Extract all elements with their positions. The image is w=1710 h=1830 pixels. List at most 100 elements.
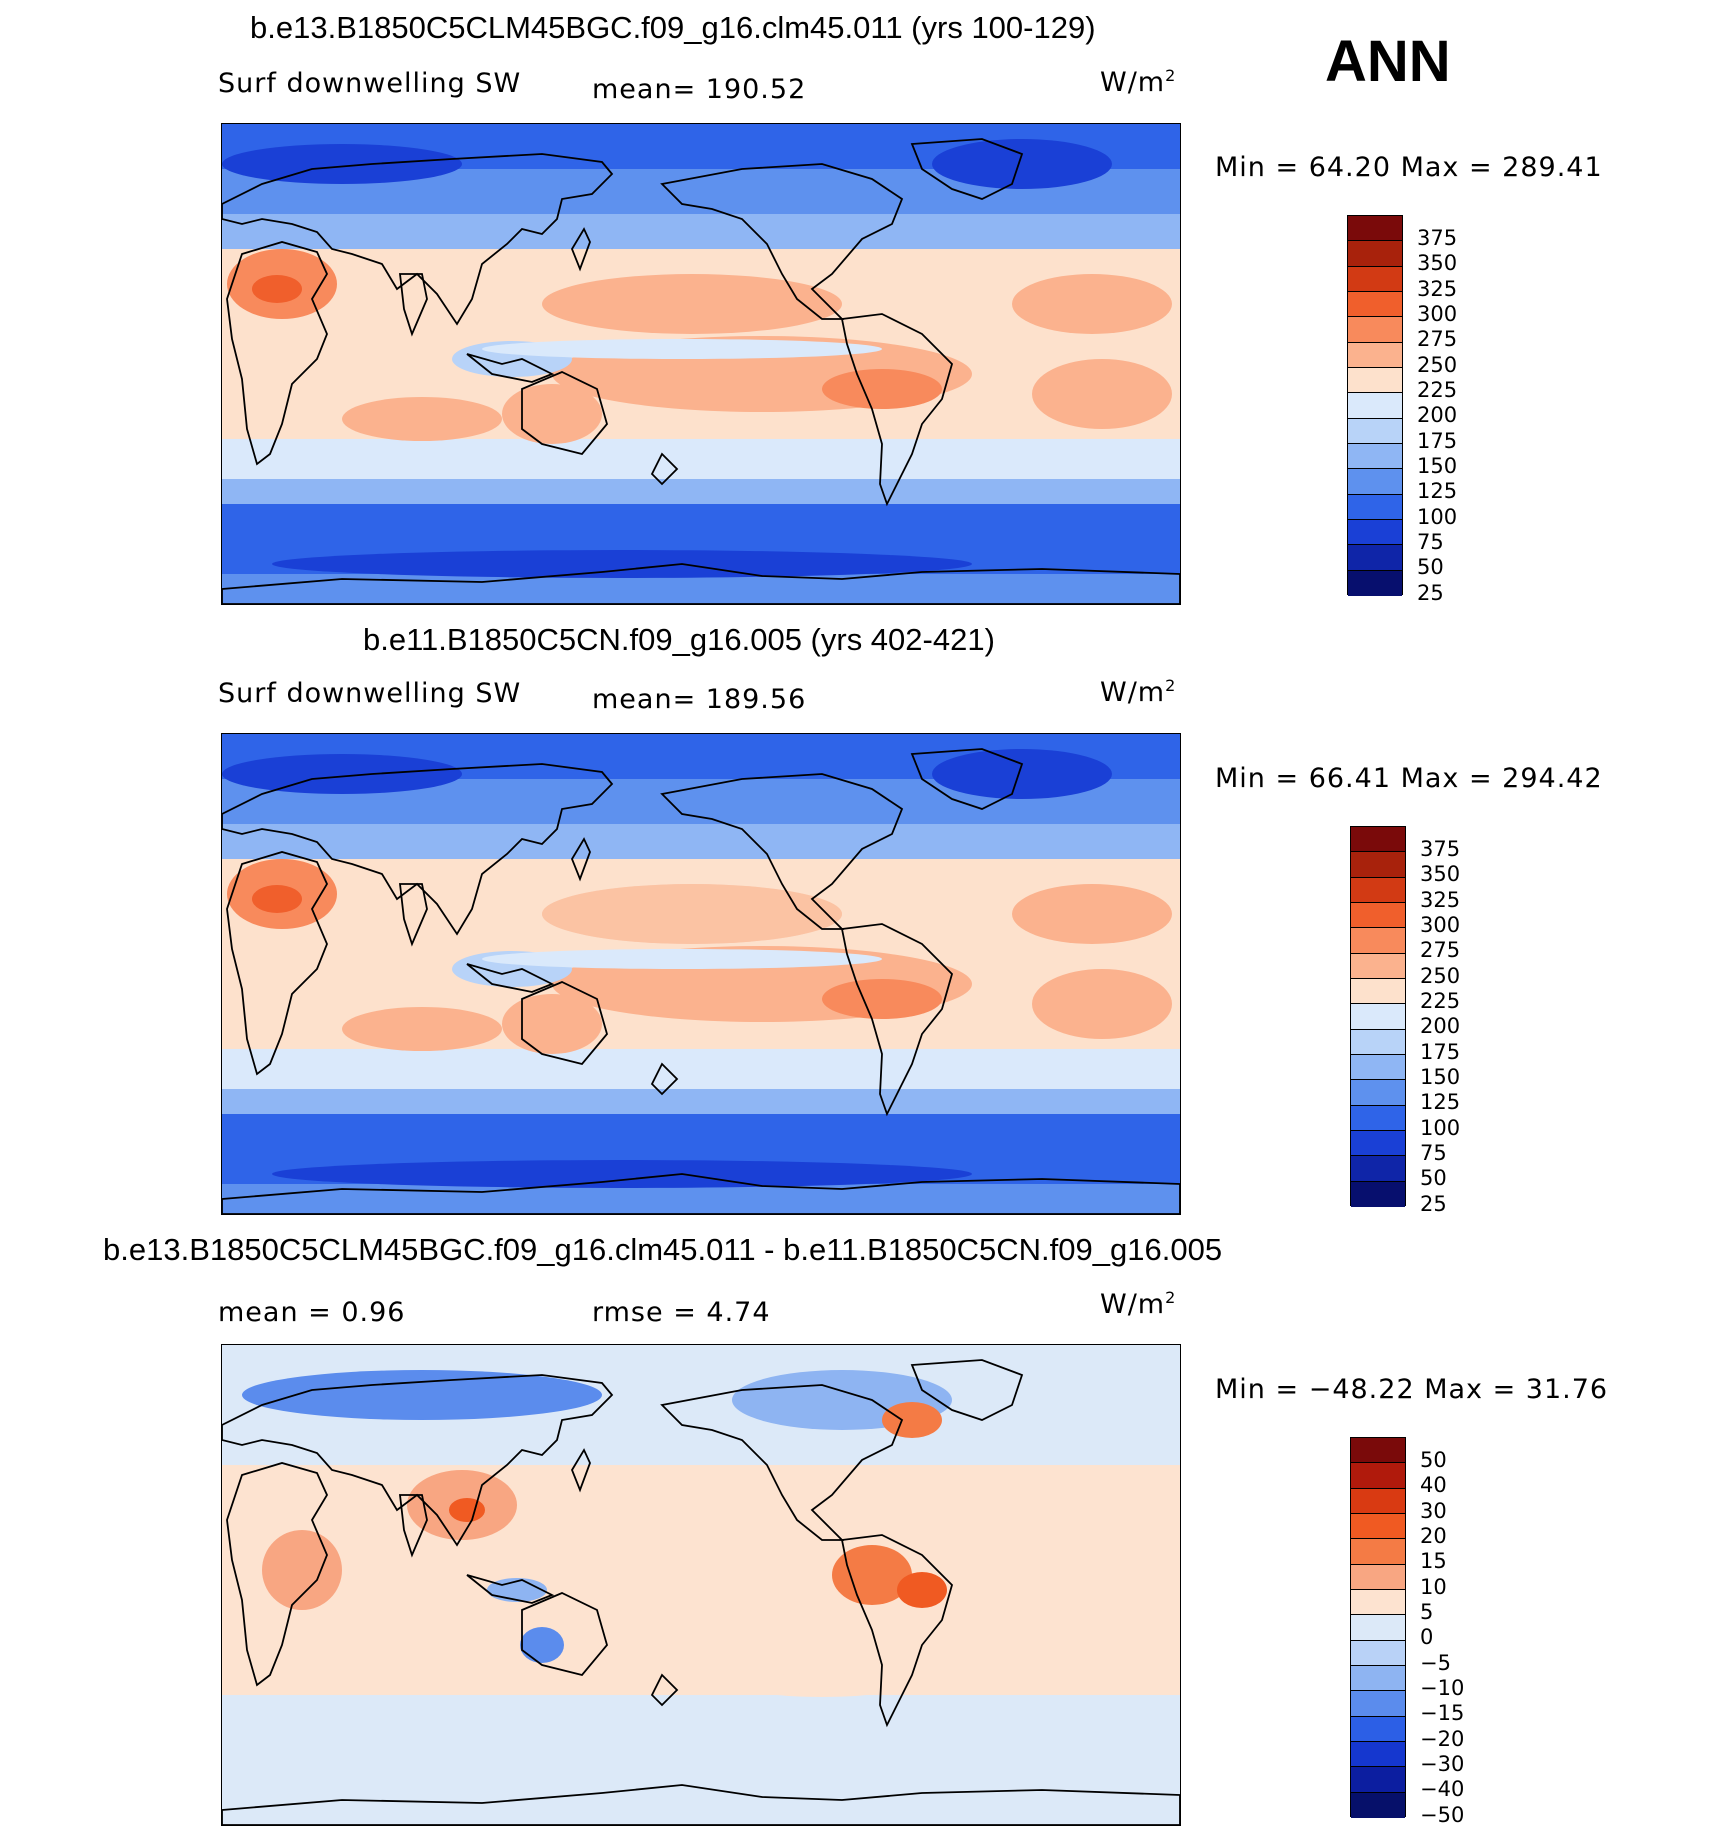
colorbar-tick-label: 250 xyxy=(1420,963,1461,988)
colorbar-swatch xyxy=(1348,418,1402,444)
colorbar-swatch xyxy=(1351,1640,1405,1666)
indian-ocean-high xyxy=(342,397,502,441)
colorbar-tick-label: 350 xyxy=(1420,862,1461,887)
colorbar-tick-label: 100 xyxy=(1417,504,1458,529)
colorbar-tick-label: 275 xyxy=(1417,327,1458,352)
colorbar-swatch xyxy=(1351,827,1405,853)
colorbar-swatch xyxy=(1351,1054,1405,1081)
africa-positive xyxy=(262,1530,342,1610)
coastline xyxy=(570,837,591,882)
colorbar-swatch xyxy=(1351,1156,1405,1182)
colorbar-tick-label: 225 xyxy=(1420,989,1461,1014)
colorbar-swatch xyxy=(1351,1463,1405,1489)
colorbar-swatch xyxy=(1351,1105,1405,1131)
colorbar-tick-label: 200 xyxy=(1417,403,1458,428)
colorbar-tick-label: 10 xyxy=(1420,1574,1447,1599)
colorbar-swatch xyxy=(1351,1589,1405,1616)
panel2-minmax: Min = 66.41 Max = 294.42 xyxy=(1215,763,1603,794)
colorbar-swatch xyxy=(1351,1513,1405,1540)
south-atlantic-high xyxy=(1032,969,1172,1039)
panel2-mean: mean= 189.56 xyxy=(592,684,807,715)
panel2-title: b.e11.B1850C5CN.f09_g16.005 (yrs 402-421… xyxy=(363,622,995,657)
south-pacific-positive xyxy=(742,1673,902,1697)
coastline xyxy=(840,1534,954,1728)
panel3-rmse: rmse = 4.74 xyxy=(592,1297,771,1328)
colorbar-tick-label: −5 xyxy=(1420,1650,1451,1675)
coastline xyxy=(226,241,329,466)
colorbar-swatch xyxy=(1351,1488,1405,1514)
colorbar-tick-label: −20 xyxy=(1420,1726,1465,1751)
season-label: ANN xyxy=(1325,29,1451,94)
panel3-mean: mean = 0.96 xyxy=(218,1297,406,1328)
colorbar-tick-label: 275 xyxy=(1420,938,1461,963)
coastline xyxy=(398,273,428,337)
coastline xyxy=(398,883,428,947)
colorbar-swatch xyxy=(1351,1665,1405,1692)
colorbar-swatch xyxy=(1348,494,1402,520)
colorbar-swatch xyxy=(1351,1004,1405,1030)
panel3-minmax: Min = −48.22 Max = 31.76 xyxy=(1215,1374,1609,1405)
coastline xyxy=(660,1384,904,1541)
panel2-map-field xyxy=(222,734,1180,1214)
colorbar-swatch xyxy=(1351,1716,1405,1742)
hudson-positive xyxy=(882,1402,942,1438)
colorbar-swatch xyxy=(1348,216,1402,242)
colorbar-tick-label: 175 xyxy=(1420,1039,1461,1064)
band-south-subtropics xyxy=(222,439,1180,479)
itcz xyxy=(482,949,882,969)
south-pacific-core xyxy=(822,369,942,409)
colorbar-tick-label: 30 xyxy=(1420,1498,1447,1523)
colorbar-swatch xyxy=(1351,1029,1405,1055)
colorbar-tick-label: 0 xyxy=(1420,1625,1434,1650)
colorbar-swatch xyxy=(1348,545,1402,571)
colorbar-swatch xyxy=(1351,852,1405,878)
colorbar-swatch xyxy=(1351,1792,1405,1818)
coastline xyxy=(521,981,608,1066)
colorbar-tick-label: 125 xyxy=(1417,479,1458,504)
arctic-atlantic-low xyxy=(932,139,1112,189)
coastline xyxy=(226,851,329,1076)
panel3-units: W/m2 xyxy=(1100,1288,1177,1320)
siberia-low xyxy=(222,754,462,794)
colorbar-tick-label: 175 xyxy=(1417,428,1458,453)
colorbar-swatch xyxy=(1348,393,1402,419)
coastline xyxy=(570,1448,591,1493)
panel1-title: b.e13.B1850C5CLM45BGC.f09_g16.clm45.011 … xyxy=(250,10,1096,45)
colorbar-swatch xyxy=(1351,1767,1405,1793)
colorbar-swatch xyxy=(1351,902,1405,929)
colorbar-tick-label: 15 xyxy=(1420,1549,1447,1574)
panel2-colorbar xyxy=(1350,826,1406,1207)
colorbar-tick-label: 300 xyxy=(1420,913,1461,938)
colorbar-swatch xyxy=(1351,1615,1405,1641)
colorbar-tick-label: 125 xyxy=(1420,1090,1461,1115)
australia-negative xyxy=(520,1627,564,1663)
indian-ocean-high xyxy=(342,1007,502,1051)
coastline xyxy=(466,1574,555,1604)
band-north-mid xyxy=(222,824,1180,859)
coastline xyxy=(222,1173,1180,1214)
colorbar-swatch xyxy=(1351,1080,1405,1106)
china-core xyxy=(449,1498,485,1522)
colorbar-swatch xyxy=(1348,317,1402,343)
colorbar-tick-label: 50 xyxy=(1420,1166,1447,1191)
north-pacific-high xyxy=(542,884,842,944)
colorbar-swatch xyxy=(1351,928,1405,954)
colorbar-tick-label: 375 xyxy=(1417,226,1458,251)
colorbar-swatch xyxy=(1348,443,1402,470)
colorbar-swatch xyxy=(1351,953,1405,979)
panel1-minmax: Min = 64.20 Max = 289.41 xyxy=(1215,152,1603,183)
panel3-title: b.e13.B1850C5CLM45BGC.f09_g16.clm45.011 … xyxy=(103,1232,1223,1267)
panel3-map xyxy=(221,1344,1181,1826)
colorbar-swatch xyxy=(1351,1539,1405,1565)
north-pacific-high xyxy=(542,274,842,334)
coastline xyxy=(466,353,555,383)
panel1-map-field xyxy=(222,124,1180,604)
coastline xyxy=(222,563,1180,604)
colorbar-tick-label: 325 xyxy=(1417,276,1458,301)
southern-ocean-min xyxy=(272,1160,972,1188)
north-atlantic-high xyxy=(1012,274,1172,334)
southern-ocean-min xyxy=(272,550,972,578)
amazon-core xyxy=(897,1572,947,1608)
colorbar-swatch xyxy=(1348,266,1402,292)
coastline xyxy=(222,1784,1180,1825)
